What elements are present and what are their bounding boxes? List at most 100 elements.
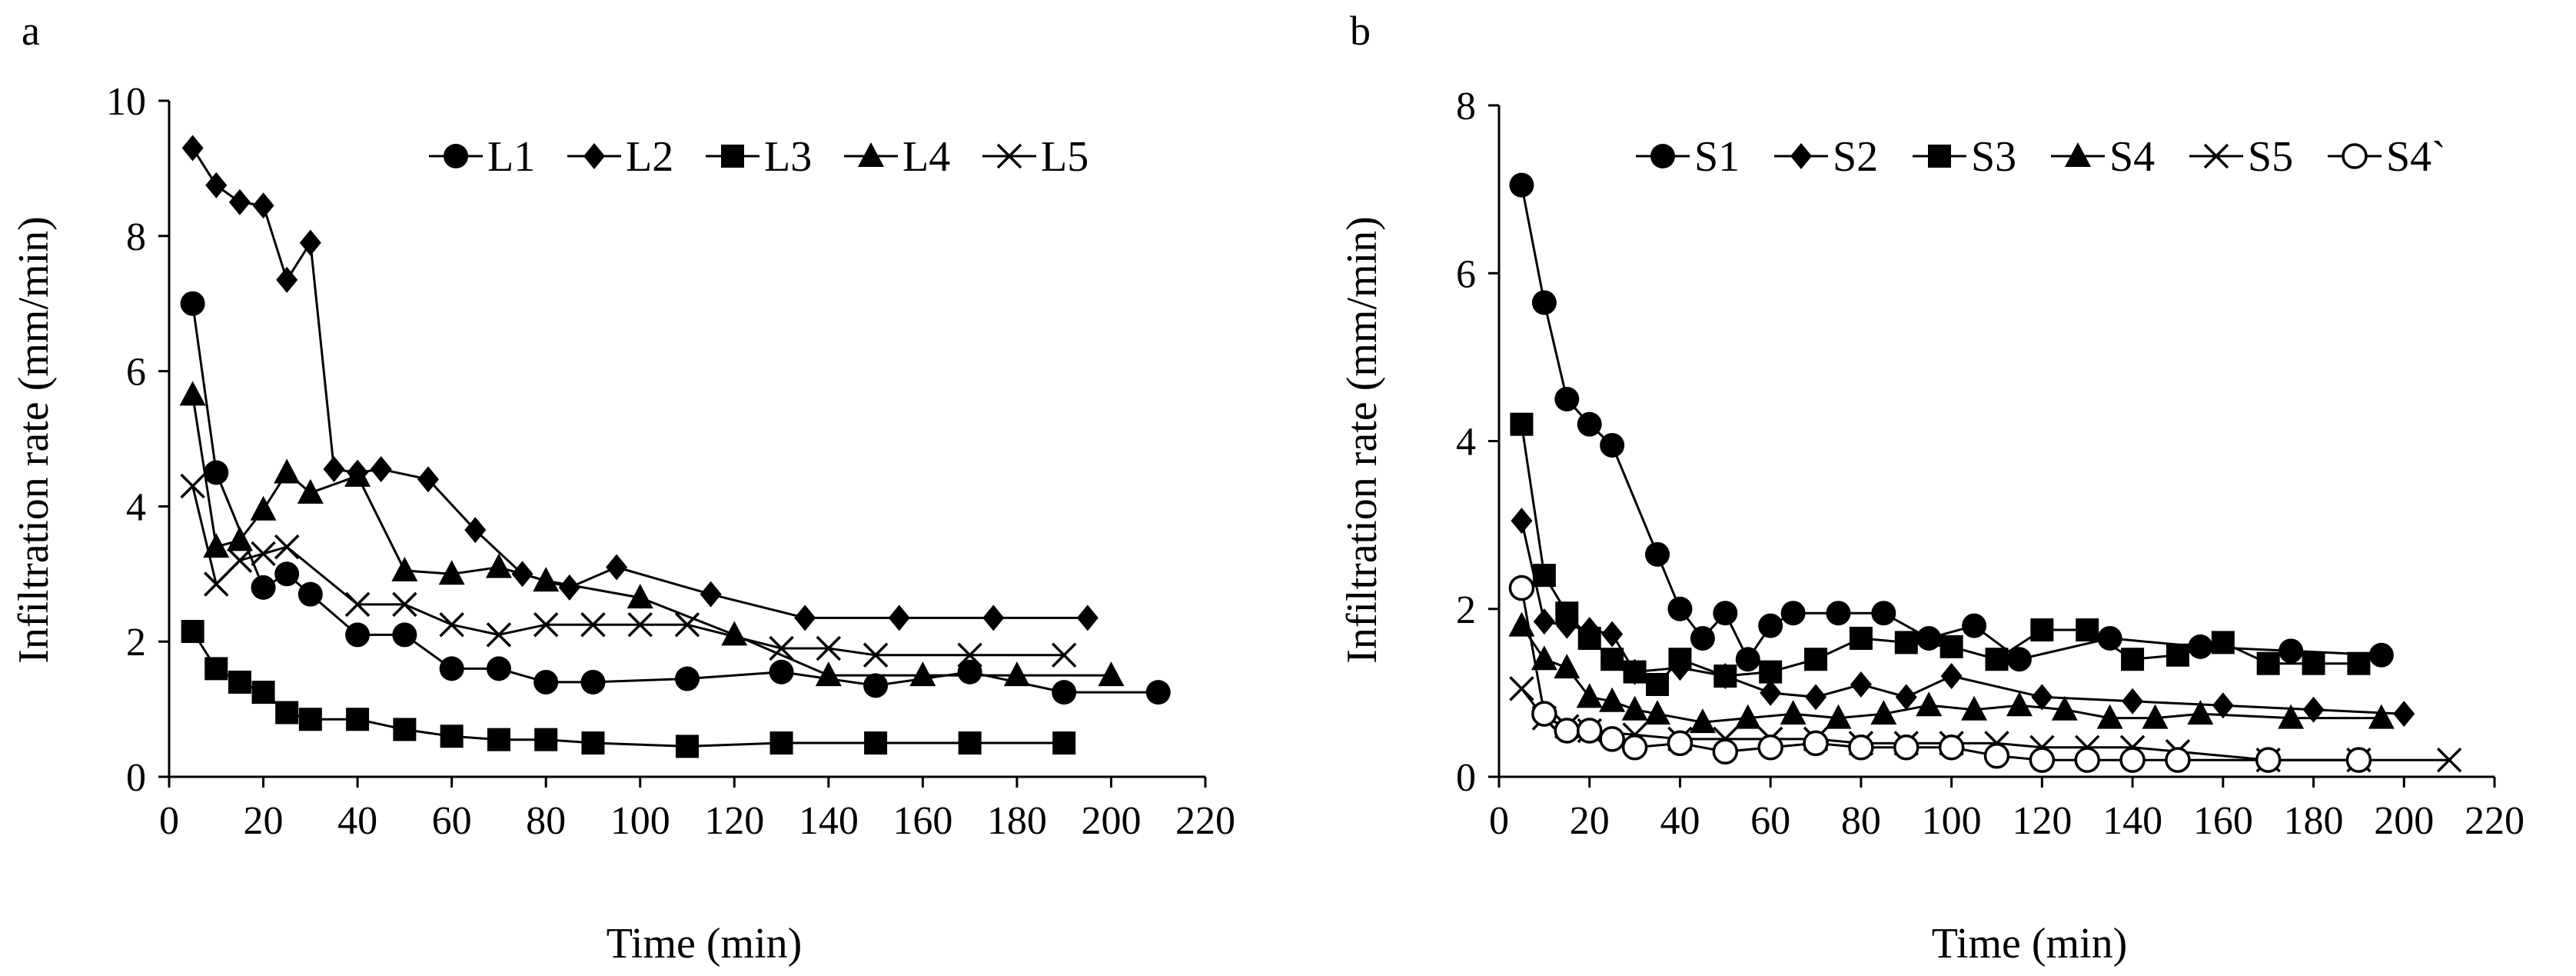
data-point-S4` [1938,734,1965,761]
data-point-L3 [228,670,251,694]
data-point-L1 [392,622,417,648]
data-point-S4 [2142,704,2169,729]
data-point-S4 [1734,704,1761,729]
data-point-S3 [1939,635,1963,658]
data-point-L1 [486,656,511,681]
data-point-S1 [2188,634,2213,659]
data-point-L2 [205,172,228,198]
y-tick-label: 0 [126,756,146,800]
legend-label-S3: S3 [1971,133,2016,181]
y-tick-label: 2 [126,621,146,665]
data-point-S3 [1623,660,1647,684]
data-point-S3 [2030,618,2054,642]
data-point-L4 [179,381,206,406]
x-tick-label: 100 [1922,799,1982,843]
x-tick-label: 140 [2102,799,2162,843]
data-point-L5 [580,611,606,638]
data-point-S1 [1758,613,1783,638]
panel-b: b Infiltration rate (mm/min) Time (min) … [1338,8,2524,968]
series-L2 [181,135,1099,631]
data-point-S3 [1532,564,1556,588]
y-tick-label: 6 [1456,252,1476,296]
data-point-L4 [274,458,301,484]
legend-marker-S5 [2203,143,2229,169]
data-point-S3 [2166,643,2189,667]
data-point-L4 [250,495,277,521]
data-point-L3 [1052,731,1076,755]
data-point-S4` [2074,747,2100,773]
y-tick-label: 0 [1456,756,1476,800]
data-point-S4 [1961,695,1988,721]
y-tick-label: 2 [1456,588,1476,632]
data-point-L2 [1076,605,1099,631]
legend-label-S5: S5 [2248,133,2293,181]
data-point-S2 [1760,679,1782,706]
data-point-L5 [1051,642,1077,668]
data-point-L5 [344,591,371,618]
data-point-S1 [1780,601,1806,626]
xlabel-b: Time (min) [1932,920,2128,968]
data-point-S2 [1533,608,1555,635]
data-point-S4` [1599,726,1625,752]
data-point-S1 [1600,432,1625,458]
data-point-S3 [2347,651,2371,675]
data-point-L2 [606,554,628,581]
y-tick-label: 6 [126,351,146,395]
y-tick-label: 4 [126,485,146,529]
data-point-L5 [486,622,512,648]
data-point-S3 [1646,672,1670,696]
data-point-L2 [252,192,274,219]
data-point-S3 [1849,626,1873,650]
data-point-L3 [440,725,464,748]
y-tick-label: 8 [126,215,146,259]
data-point-S4 [1531,645,1557,671]
data-point-L4 [721,621,748,646]
data-point-S2 [1805,684,1827,711]
data-point-S3 [1804,648,1828,671]
legend: S1 S2 S3 S4 S5 S4` [1636,133,2446,181]
data-point-S1 [2006,647,2032,672]
data-point-L1 [345,622,371,648]
x-tick-label: 60 [1750,799,1790,843]
data-point-S4` [2165,747,2191,773]
data-point-L3 [204,657,228,681]
data-point-L1 [957,659,982,685]
data-point-L4 [1003,661,1030,687]
data-point-L4 [627,584,653,609]
data-point-S3 [2302,651,2325,675]
data-point-S4` [1554,718,1581,744]
legend-marker-L5 [996,143,1022,169]
x-tick-label: 140 [799,799,859,843]
data-point-L3 [275,701,299,725]
data-point-S4` [2345,747,2372,773]
data-point-S1 [1509,172,1534,198]
data-point-S2 [1895,684,1917,711]
data-point-L3 [864,731,888,755]
data-point-S4` [2029,747,2056,773]
x-tick-label: 80 [526,799,566,843]
data-point-L5 [816,635,842,661]
data-point-S4 [1689,708,1716,734]
data-point-S1 [1531,290,1557,315]
series-L3 [181,620,1076,758]
panel-a: a Infiltration rate (mm/min) Time (min) … [10,8,1235,968]
data-point-L5 [251,541,276,567]
data-point-S1 [2368,642,2394,668]
data-point-L1 [1145,680,1171,705]
data-point-L3 [298,708,322,731]
data-point-S1 [1871,601,1896,626]
data-point-S4 [1621,695,1648,721]
x-tick-label: 120 [2012,799,2072,843]
data-point-L3 [346,708,370,731]
legend-marker-L2 [583,143,605,169]
data-point-S4` [1757,734,1783,761]
series-L1 [180,291,1171,705]
data-point-S3 [1555,601,1579,625]
data-point-S4 [2278,704,2305,729]
legend-marker-S2 [1790,143,1812,169]
legend-marker-L3 [721,145,744,168]
data-point-S1 [1735,647,1760,672]
legend-label-L1: L1 [487,133,535,181]
legend-label-S4: S4 [2109,133,2155,181]
data-point-S4 [2096,704,2123,729]
